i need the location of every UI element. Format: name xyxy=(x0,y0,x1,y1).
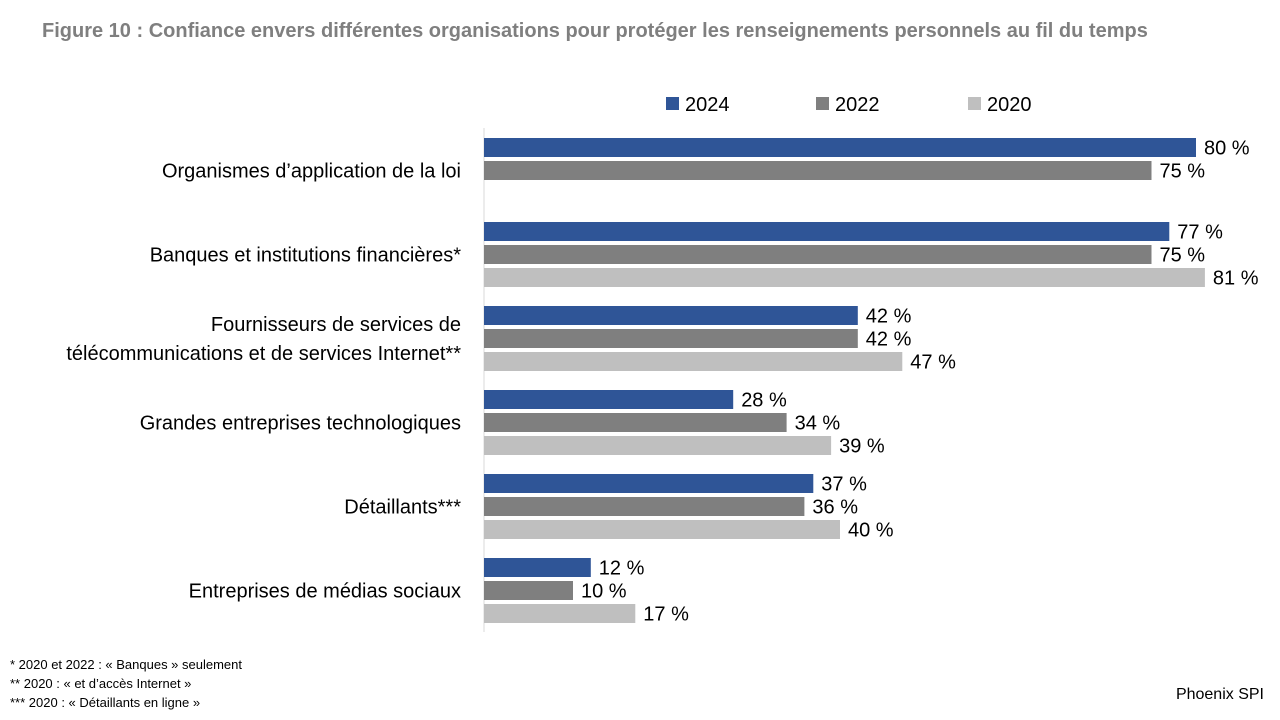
footnote-1: * 2020 et 2022 : « Banques » seulement xyxy=(10,657,243,672)
bar-2024-3 xyxy=(484,390,734,409)
bar-2022-2 xyxy=(484,329,858,348)
bar-2024-1 xyxy=(484,222,1170,241)
legend-swatch-2024 xyxy=(666,97,679,110)
data-label-2020-4: 40 % xyxy=(848,520,894,542)
footnotes: * 2020 et 2022 : « Banques » seulement *… xyxy=(10,655,242,712)
data-label-2024-3: 28 % xyxy=(741,390,787,412)
data-label-2022-2: 42 % xyxy=(866,329,912,351)
category-label-4: Détaillants*** xyxy=(344,497,461,519)
data-label-2024-1: 77 % xyxy=(1177,222,1223,244)
data-label-2024-2: 42 % xyxy=(866,306,912,328)
bar-2020-1 xyxy=(484,268,1205,287)
bar-2024-2 xyxy=(484,306,858,325)
legend-label-2022: 2022 xyxy=(835,94,880,116)
category-label-2-line-1: télécommunications et de services Intern… xyxy=(66,343,461,365)
category-label-3: Grandes entreprises technologiques xyxy=(140,413,461,435)
bar-2020-3 xyxy=(484,436,832,455)
data-label-2020-3: 39 % xyxy=(839,436,885,458)
category-label-0: Organismes d’application de la loi xyxy=(162,161,461,183)
bar-2020-4 xyxy=(484,520,840,539)
data-label-2020-2: 47 % xyxy=(910,352,956,374)
chart-title: Figure 10 : Confiance envers différentes… xyxy=(42,20,1148,42)
data-label-2020-5: 17 % xyxy=(643,604,689,626)
legend-swatch-2022 xyxy=(816,97,829,110)
category-label-5: Entreprises de médias sociaux xyxy=(189,581,461,603)
category-label-1: Banques et institutions financières* xyxy=(150,245,462,267)
legend-label-2024: 2024 xyxy=(685,94,730,116)
data-label-2022-4: 36 % xyxy=(812,497,858,519)
bar-2022-4 xyxy=(484,497,805,516)
bar-2022-3 xyxy=(484,413,787,432)
footnote-2: ** 2020 : « et d’accès Internet » xyxy=(10,676,192,691)
footnote-3: *** 2020 : « Détaillants en ligne » xyxy=(10,695,201,710)
bar-2022-5 xyxy=(484,581,573,600)
bar-2024-5 xyxy=(484,558,591,577)
category-label-2-line-0: Fournisseurs de services de xyxy=(211,314,461,336)
data-label-2022-1: 75 % xyxy=(1160,245,1206,267)
legend-label-2020: 2020 xyxy=(987,94,1032,116)
data-label-2024-5: 12 % xyxy=(599,558,645,580)
bar-2020-5 xyxy=(484,604,636,623)
legend-swatch-2020 xyxy=(968,97,981,110)
data-label-2020-1: 81 % xyxy=(1213,268,1259,290)
bar-2022-1 xyxy=(484,245,1152,264)
data-label-2024-0: 80 % xyxy=(1204,138,1250,160)
data-label-2022-0: 75 % xyxy=(1160,161,1206,183)
bar-2024-4 xyxy=(484,474,814,493)
bar-2024-0 xyxy=(484,138,1196,157)
bar-2022-0 xyxy=(484,161,1152,180)
data-label-2022-5: 10 % xyxy=(581,581,627,603)
data-label-2024-4: 37 % xyxy=(821,474,867,496)
bar-2020-2 xyxy=(484,352,903,371)
data-label-2022-3: 34 % xyxy=(795,413,841,435)
source-label: Phoenix SPI xyxy=(1175,686,1264,703)
